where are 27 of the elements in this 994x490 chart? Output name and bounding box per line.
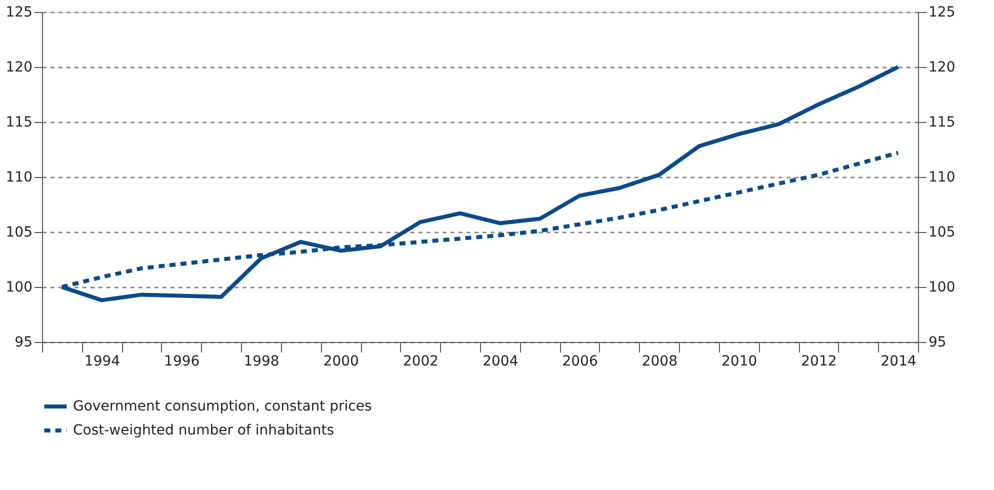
y-tick-label: 120 bbox=[6, 60, 32, 76]
y-tick-label: 105 bbox=[6, 224, 32, 240]
y-tick-label: 115 bbox=[6, 114, 32, 130]
y-tick-label: 125 bbox=[6, 4, 32, 20]
x-tick-label: 1996 bbox=[164, 354, 200, 370]
y-tick-label: 100 bbox=[6, 280, 32, 296]
x-tick-label: 2008 bbox=[642, 354, 678, 370]
x-tick-label: 2006 bbox=[562, 354, 598, 370]
y-tick-label: 110 bbox=[6, 170, 32, 186]
x-tick-label: 2014 bbox=[880, 354, 916, 370]
legend-label: Cost-weighted number of inhabitants bbox=[73, 422, 334, 438]
x-tick-label: 2004 bbox=[482, 354, 518, 370]
y2-tick-label: 120 bbox=[928, 60, 956, 76]
y2-tick-label: 125 bbox=[928, 4, 956, 20]
x-tick-label: 2010 bbox=[722, 354, 758, 370]
y2-tick-label: 115 bbox=[928, 114, 956, 130]
y2-tick-label: 110 bbox=[928, 170, 956, 186]
y2-tick-label: 95 bbox=[928, 334, 946, 350]
x-tick-label: 1998 bbox=[244, 354, 280, 370]
x-tick-label: 2000 bbox=[323, 354, 359, 370]
x-tick-label: 2002 bbox=[402, 354, 439, 370]
x-tick-label: 2012 bbox=[801, 354, 837, 370]
y2-tick-label: 105 bbox=[928, 224, 956, 240]
y-tick-label: 95 bbox=[14, 334, 32, 350]
x-tick-label: 1994 bbox=[84, 354, 120, 370]
legend-label: Government consumption, constant prices bbox=[73, 398, 372, 414]
y2-tick-label: 100 bbox=[928, 280, 956, 296]
